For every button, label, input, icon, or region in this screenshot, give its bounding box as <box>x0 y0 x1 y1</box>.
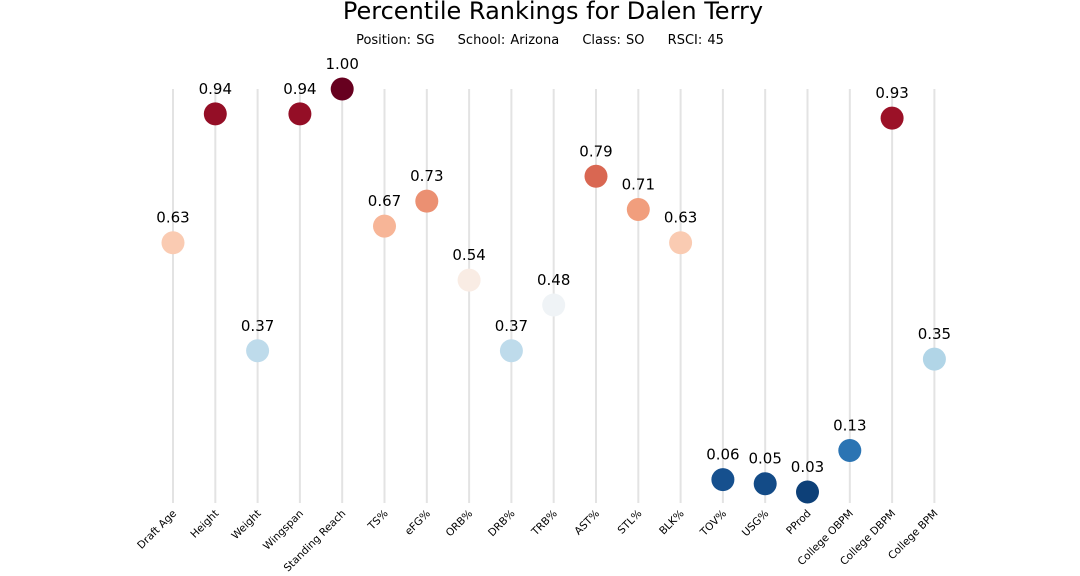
data-point <box>373 214 396 238</box>
chart-subtitle: Position: SG School: Arizona Class: SO R… <box>0 33 1080 48</box>
data-point <box>626 197 650 221</box>
data-point <box>542 293 566 317</box>
value-label: 0.13 <box>833 416 866 434</box>
x-tick-label: DRB% <box>486 508 518 540</box>
value-label: 0.67 <box>368 192 401 210</box>
data-point <box>246 339 270 363</box>
subtitle-rsci: RSCI: 45 <box>667 33 724 48</box>
value-label: 0.71 <box>622 175 655 193</box>
x-tick-label: Weight <box>229 508 263 542</box>
chart-title: Percentile Rankings for Dalen Terry <box>342 0 764 25</box>
data-point <box>584 164 608 188</box>
data-point <box>838 438 862 462</box>
value-label: 0.79 <box>579 142 612 160</box>
data-point <box>880 106 904 130</box>
value-label: 0.54 <box>452 246 485 264</box>
value-label: 0.63 <box>156 209 189 227</box>
value-label: 0.73 <box>410 167 443 185</box>
value-label: 0.93 <box>875 84 908 102</box>
data-point <box>922 347 946 371</box>
data-point <box>499 339 523 363</box>
x-tick-label: TOV% <box>697 508 729 540</box>
data-point <box>203 102 227 126</box>
subtitle-position: Position: SG <box>356 33 435 48</box>
x-tick-label: BLK% <box>657 508 687 538</box>
value-label: 0.94 <box>283 80 316 98</box>
value-label: 0.63 <box>664 209 697 227</box>
value-label: 0.48 <box>537 271 570 289</box>
value-label: 0.37 <box>495 317 528 335</box>
subtitle-class: Class: SO <box>582 33 645 48</box>
x-tick-label: ORB% <box>444 508 476 540</box>
x-tick-label: USG% <box>740 508 771 539</box>
subtitle-school: School: Arizona <box>457 33 560 48</box>
data-point <box>161 231 185 255</box>
data-point <box>415 189 439 213</box>
value-label: 1.00 <box>325 55 358 73</box>
x-tick-label: TS% <box>365 508 391 534</box>
x-tick-label: Draft Age <box>135 508 179 552</box>
x-tick-label: AST% <box>572 508 602 538</box>
data-point <box>753 472 777 496</box>
value-label: 0.37 <box>241 317 274 335</box>
data-point <box>796 480 819 504</box>
data-point <box>711 468 735 492</box>
value-label: 0.03 <box>791 458 824 476</box>
value-label: 0.94 <box>199 80 232 98</box>
x-tick-label: Height <box>188 508 221 541</box>
data-point <box>669 231 693 255</box>
data-point <box>330 77 354 101</box>
x-tick-label: PProd <box>784 508 813 537</box>
value-label: 0.06 <box>706 446 739 464</box>
x-tick-label: eFG% <box>403 508 433 538</box>
x-tick-label: STL% <box>615 508 644 537</box>
value-label: 0.05 <box>748 450 781 468</box>
x-tick-label: TRB% <box>529 508 560 539</box>
x-tick-label: Wingspan <box>261 508 306 553</box>
data-point <box>457 268 481 292</box>
data-point <box>288 102 312 126</box>
value-label: 0.35 <box>918 325 951 343</box>
